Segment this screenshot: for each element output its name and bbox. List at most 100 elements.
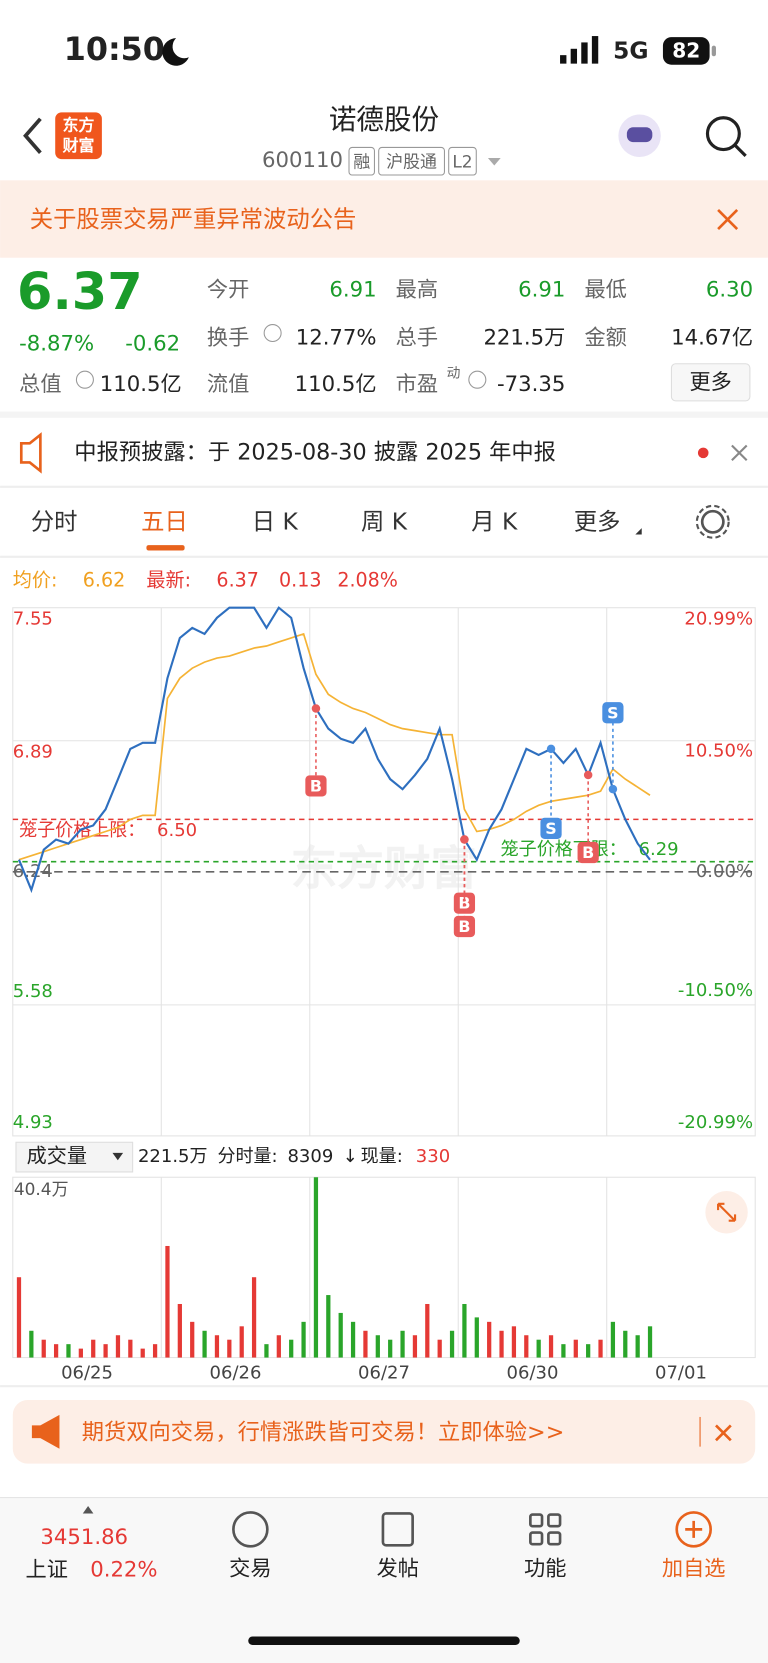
status-time: 10:50 — [64, 30, 165, 68]
avg-value: 6.62 — [83, 569, 125, 592]
y2-tick-label: 10.50% — [684, 740, 753, 761]
stock-title: 诺德股份 — [329, 103, 439, 136]
marker-dot — [608, 784, 618, 794]
volume-bar — [388, 1339, 393, 1358]
price-line — [17, 606, 651, 894]
y-tick-label: 6.89 — [13, 741, 53, 762]
nav-item[interactable]: 发帖 — [377, 1557, 419, 1582]
tag: L2 — [452, 151, 472, 171]
field-value: 6.91 — [329, 278, 376, 303]
nav-item[interactable]: 功能 — [524, 1557, 566, 1582]
tab[interactable]: 更多 — [574, 507, 621, 535]
post-icon[interactable] — [381, 1512, 414, 1547]
info-icon[interactable] — [263, 324, 282, 343]
search-icon[interactable] — [705, 116, 741, 152]
trade-icon[interactable] — [232, 1511, 269, 1548]
current-volume: 330 — [416, 1146, 450, 1167]
dropdown-icon[interactable] — [487, 158, 501, 166]
home-indicator — [248, 1636, 520, 1645]
close-notice[interactable] — [717, 209, 739, 231]
separator — [0, 485, 768, 488]
promo-banner[interactable] — [12, 1399, 756, 1464]
volume-selector[interactable] — [15, 1141, 134, 1173]
volume-bar — [338, 1312, 343, 1358]
notice-bar[interactable] — [0, 180, 768, 258]
tab[interactable]: 月 K — [471, 507, 518, 535]
network: 5G — [613, 36, 648, 64]
volume-bar — [400, 1330, 405, 1358]
y-tick-label: 4.93 — [13, 1112, 53, 1133]
volume-tick-label: 40.4万 — [14, 1179, 69, 1199]
notice-text[interactable]: 关于股票交易严重异常波动公告 — [30, 205, 357, 233]
field-value: 14.67亿 — [671, 325, 753, 350]
tab[interactable]: 分时 — [31, 507, 78, 535]
price-limit-value: 6.50 — [157, 820, 197, 841]
x-tick-label: 06/30 — [507, 1362, 559, 1383]
volume-bar — [91, 1339, 96, 1358]
volume-bar — [264, 1344, 269, 1358]
volume-bar — [190, 1321, 195, 1358]
nav-item[interactable]: 加自选 — [662, 1557, 726, 1582]
expand-icon — [717, 1202, 737, 1222]
battery — [662, 37, 710, 65]
close-banner[interactable] — [715, 1424, 732, 1442]
volume-bar — [561, 1344, 566, 1358]
marker-box — [305, 775, 327, 797]
more-label[interactable]: 更多 — [689, 370, 731, 395]
logo-text: 东方 — [63, 116, 95, 135]
promo-text[interactable]: 期货双向交易，行情涨跌皆可交易！立即体验>> — [82, 1419, 565, 1445]
volume-bar — [140, 1348, 145, 1358]
settings-icon[interactable] — [700, 509, 725, 534]
function-icon[interactable] — [529, 1513, 562, 1546]
volume-bar — [586, 1344, 591, 1358]
volume-label[interactable]: 成交量 — [27, 1144, 87, 1168]
field-label: 金额 — [584, 325, 626, 350]
price-limit-label: 笼子价格下限： — [501, 839, 627, 860]
info-icon[interactable] — [468, 370, 487, 389]
volume-dropdown — [112, 1152, 124, 1161]
volume-bar — [103, 1344, 108, 1358]
volume-bar — [177, 1303, 182, 1358]
add-plus — [685, 1520, 703, 1538]
index-value[interactable]: 3451.86 — [40, 1525, 128, 1550]
field-value: -73.35 — [497, 372, 565, 397]
marker-box — [602, 702, 624, 724]
field-value: 12.77% — [296, 325, 377, 350]
info-icon[interactable] — [75, 370, 94, 389]
index-pct[interactable]: 0.22% — [90, 1558, 157, 1583]
volume-bar — [635, 1335, 640, 1358]
add-icon[interactable] — [675, 1511, 712, 1548]
stock-code: 600110 — [262, 148, 343, 173]
nav-item[interactable]: 交易 — [229, 1557, 271, 1582]
volume-bar — [425, 1303, 430, 1358]
tag: 融 — [353, 151, 370, 171]
index-name[interactable]: 上证 — [26, 1558, 68, 1583]
close-disclosure[interactable] — [731, 444, 748, 462]
tag: 沪股通 — [386, 151, 437, 171]
marker-box — [577, 841, 599, 864]
marker-dot — [583, 770, 593, 780]
x-tick-label: 07/01 — [655, 1362, 707, 1383]
volume-bar — [647, 1326, 653, 1358]
back-button[interactable] — [23, 117, 42, 154]
tab[interactable]: 日 K — [252, 507, 299, 535]
tab[interactable]: 周 K — [361, 507, 408, 535]
volume-bar — [548, 1335, 554, 1358]
field-value: 221.5万 — [483, 325, 565, 350]
volume-bar — [128, 1339, 133, 1358]
volume-bar — [227, 1339, 232, 1358]
tag-box — [448, 146, 477, 176]
tab[interactable]: 五日 — [141, 507, 188, 535]
tick-volume: 8309 — [287, 1146, 333, 1167]
disclosure-text[interactable]: 中报预披露：于 2025-08-30 披露 2025 年中报 — [74, 439, 556, 465]
volume-bar — [301, 1321, 306, 1358]
field-label: 市盈 — [396, 372, 438, 397]
volume-bar — [276, 1335, 281, 1358]
x-tick-label: 06/25 — [61, 1362, 113, 1383]
field-value: 6.91 — [518, 278, 565, 303]
volume-frame — [12, 1176, 756, 1359]
index-toggle[interactable] — [82, 1506, 94, 1514]
volume-bar — [289, 1339, 294, 1358]
volume-bar — [375, 1335, 380, 1358]
more-button[interactable] — [670, 363, 751, 402]
